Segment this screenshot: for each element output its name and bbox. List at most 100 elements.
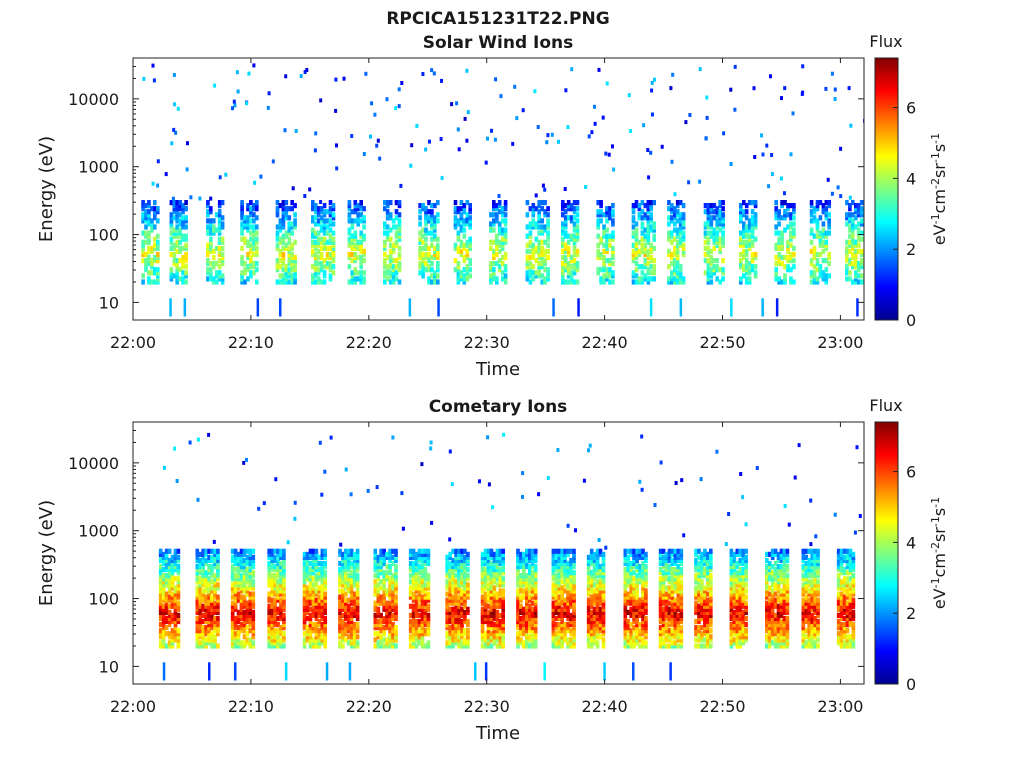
heatmap-cell <box>230 612 235 618</box>
heatmap-cell <box>534 224 539 230</box>
heatmap-cell <box>424 230 428 236</box>
heatmap-cell <box>201 582 205 588</box>
heatmap-speckle <box>320 492 324 497</box>
heatmap-cell <box>592 597 597 603</box>
heatmap-cell <box>279 625 283 631</box>
heatmap-cell <box>248 560 253 567</box>
heatmap-cell <box>718 279 722 285</box>
heatmap-cell <box>462 227 467 233</box>
heatmap-cell <box>753 270 758 276</box>
heatmap-cell <box>537 254 541 261</box>
heatmap-cell <box>391 600 395 606</box>
heatmap-cell <box>167 588 172 594</box>
heatmap-cell <box>267 615 271 622</box>
heatmap-cell <box>463 557 467 564</box>
heatmap-cell <box>352 640 357 646</box>
heatmap-cell <box>634 233 639 239</box>
heatmap-cell <box>497 258 502 264</box>
heatmap-cell <box>667 276 671 282</box>
heatmap-cell <box>176 557 181 564</box>
heatmap-cell <box>282 606 286 612</box>
heatmap-cell <box>319 251 324 258</box>
heatmap-cell <box>569 218 574 224</box>
heatmap-cell <box>385 609 389 615</box>
heatmap-cell <box>144 264 148 270</box>
heatmap-cell <box>184 279 188 285</box>
heatmap-cell <box>147 258 151 264</box>
heatmap-cell <box>279 640 283 646</box>
heatmap-cell <box>347 239 352 245</box>
heatmap-speckle <box>257 506 261 511</box>
heatmap-cell <box>249 270 253 276</box>
heatmap-low-energy-bar <box>856 298 859 317</box>
heatmap-speckle <box>266 105 270 110</box>
heatmap-cell <box>495 215 499 221</box>
heatmap-speckle <box>597 67 601 72</box>
heatmap-cell <box>302 573 307 579</box>
heatmap-cell <box>753 224 758 230</box>
heatmap-cell <box>251 622 256 628</box>
heatmap-cell <box>859 264 864 270</box>
heatmap-cell <box>349 579 354 585</box>
heatmap-cell <box>703 270 708 276</box>
heatmap-speckle <box>267 91 271 96</box>
heatmap-cell <box>385 576 389 582</box>
heatmap-cell <box>255 279 259 285</box>
colorbar-tick-label: 0 <box>906 311 916 330</box>
heatmap-cell <box>213 643 217 649</box>
heatmap-cell <box>451 573 455 579</box>
heatmap-cell <box>338 618 342 625</box>
heatmap-cell <box>675 245 680 251</box>
heatmap-cell <box>525 548 529 554</box>
heatmap-cell <box>282 579 286 585</box>
heatmap-cell <box>451 588 455 594</box>
heatmap-cell <box>453 200 458 206</box>
heatmap-cell <box>845 276 849 282</box>
heatmap-cell <box>589 579 594 585</box>
heatmap-cell <box>212 264 216 270</box>
heatmap-cell <box>721 224 725 230</box>
heatmap-cell <box>267 597 271 603</box>
heatmap-cell <box>667 233 671 239</box>
heatmap-cell <box>623 634 628 640</box>
heatmap-cell <box>812 251 817 258</box>
heatmap-cell <box>530 625 535 631</box>
heatmap-cell <box>373 551 378 557</box>
heatmap-cell <box>501 643 505 649</box>
heatmap-cell <box>320 625 325 631</box>
heatmap-cell <box>385 267 390 273</box>
heatmap-cell <box>575 200 580 206</box>
heatmap-cell <box>448 551 452 557</box>
heatmap-cell <box>239 560 244 567</box>
heatmap-cell <box>353 276 358 282</box>
heatmap-cell <box>167 618 172 625</box>
heatmap-cell <box>554 609 559 615</box>
heatmap-cell <box>349 618 354 625</box>
heatmap-cell <box>601 570 606 576</box>
heatmap-low-energy-bar <box>162 662 166 681</box>
heatmap-cell <box>356 276 360 282</box>
heatmap-cell <box>170 643 175 649</box>
heatmap-cell <box>599 254 603 261</box>
heatmap-cell <box>528 270 533 276</box>
heatmap-cell <box>634 267 639 273</box>
heatmap-cell <box>605 218 609 224</box>
heatmap-cell <box>489 548 494 554</box>
heatmap-cell <box>248 600 253 606</box>
heatmap-cell <box>317 643 322 649</box>
heatmap-cell <box>815 279 820 285</box>
heatmap-cell <box>643 203 648 209</box>
heatmap-cell <box>170 640 175 646</box>
heatmap-cell <box>210 567 214 573</box>
heatmap-cell <box>394 606 398 612</box>
heatmap-cell <box>349 573 354 579</box>
heatmap-cell <box>492 557 497 564</box>
heatmap-cell <box>233 600 238 606</box>
heatmap-cell <box>270 628 274 634</box>
heatmap-cell <box>589 573 594 579</box>
heatmap-cell <box>383 273 387 279</box>
heatmap-cell <box>495 251 499 258</box>
heatmap-cell <box>251 591 256 597</box>
heatmap-cell <box>824 215 829 221</box>
heatmap-cell <box>158 615 163 622</box>
